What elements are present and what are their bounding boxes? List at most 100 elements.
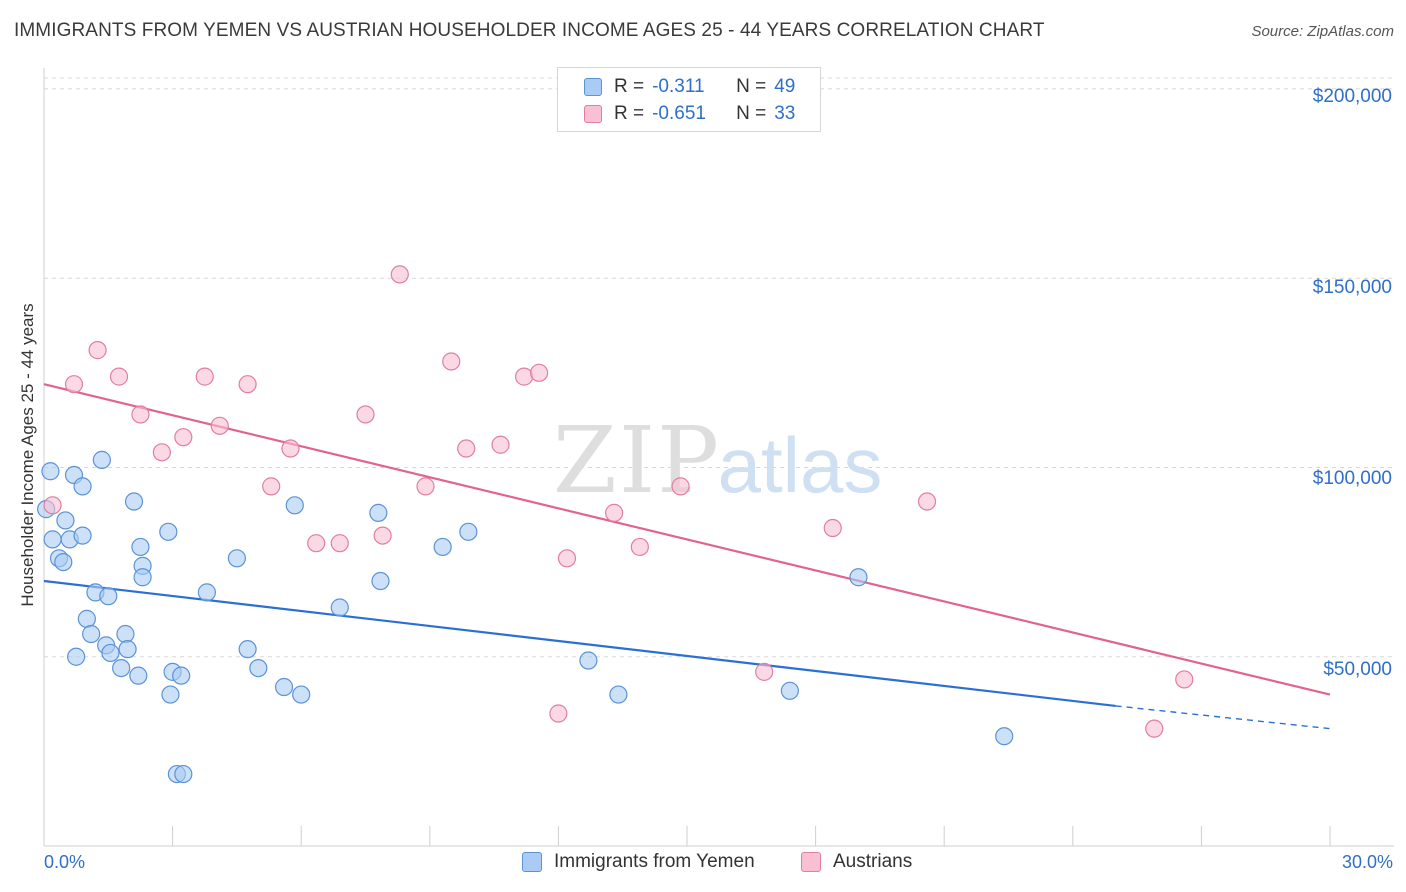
y-tick-label: $50,000 xyxy=(1323,659,1392,680)
point-austrians xyxy=(131,405,150,424)
axes xyxy=(43,68,1394,847)
point-austrians xyxy=(671,477,690,496)
series-legend-yemen: Immigrants from Yemen xyxy=(522,851,755,873)
point-austrians xyxy=(210,416,229,435)
point-yemen xyxy=(131,537,150,557)
point-yemen xyxy=(112,658,131,678)
point-yemen xyxy=(159,522,178,541)
stats-legend: R = -0.311 N = 49 R = -0.651 N = 33 xyxy=(557,67,821,132)
point-yemen xyxy=(82,624,101,644)
point-yemen xyxy=(99,587,118,606)
point-yemen xyxy=(118,640,137,659)
point-yemen xyxy=(73,526,92,545)
legend-swatch-pink xyxy=(584,105,602,123)
point-austrians xyxy=(373,526,392,545)
trend-line-austrians xyxy=(43,383,1331,696)
point-yemen xyxy=(609,685,628,704)
point-yemen xyxy=(227,549,246,568)
watermark: ZIP atlas xyxy=(553,407,882,514)
legend-r-value: -0.651 xyxy=(652,103,706,124)
point-yemen xyxy=(849,568,868,587)
point-yemen xyxy=(77,609,96,628)
point-yemen xyxy=(124,492,144,511)
point-yemen xyxy=(73,477,92,496)
point-austrians xyxy=(88,341,107,360)
legend-n-label: N = xyxy=(736,76,767,97)
point-austrians xyxy=(549,704,568,723)
chart-title: IMMIGRANTS FROM YEMEN VS AUSTRIAN HOUSEH… xyxy=(14,20,1045,41)
point-yemen xyxy=(174,764,193,784)
series-label-austrians: Austrians xyxy=(833,851,913,872)
point-austrians xyxy=(152,443,171,462)
point-yemen xyxy=(116,624,135,644)
y-tick-label: $200,000 xyxy=(1312,86,1392,107)
point-austrians xyxy=(442,352,461,371)
point-austrians xyxy=(307,534,326,553)
point-yemen xyxy=(197,583,216,602)
series-legend: Immigrants from Yemen Austrians xyxy=(0,851,1406,877)
point-austrians xyxy=(917,492,937,511)
point-austrians xyxy=(356,405,375,424)
point-yemen xyxy=(129,666,148,685)
point-yemen xyxy=(67,647,86,666)
point-austrians xyxy=(262,477,281,496)
watermark-atlas: atlas xyxy=(718,421,883,509)
data-points xyxy=(37,265,1194,784)
trend-lines xyxy=(43,383,1331,730)
point-austrians xyxy=(515,367,534,386)
watermark-zip: ZIP xyxy=(553,407,721,514)
point-yemen xyxy=(274,677,294,697)
series-label-yemen: Immigrants from Yemen xyxy=(554,851,755,872)
x-tick-label-min: 0.0% xyxy=(44,852,86,872)
point-yemen xyxy=(995,727,1014,746)
point-yemen xyxy=(133,568,152,587)
point-austrians xyxy=(605,503,624,522)
y-axis-label: Householder Income Ages 25 - 44 years xyxy=(18,303,37,607)
legend-r-label: R = xyxy=(614,103,645,124)
point-austrians xyxy=(557,549,577,568)
point-yemen xyxy=(459,522,478,541)
point-yemen xyxy=(249,658,268,678)
point-yemen xyxy=(172,666,191,685)
point-austrians xyxy=(64,375,84,394)
point-yemen xyxy=(579,651,598,670)
legend-n-value: 33 xyxy=(774,103,796,124)
y-tick-label: $100,000 xyxy=(1312,468,1392,489)
point-austrians xyxy=(530,363,549,382)
point-austrians xyxy=(416,477,435,496)
point-yemen xyxy=(330,598,349,617)
point-yemen xyxy=(292,685,311,704)
y-tick-label: $150,000 xyxy=(1312,277,1392,298)
point-austrians xyxy=(43,496,62,515)
chart-source: Source: ZipAtlas.com xyxy=(1251,23,1394,40)
point-yemen xyxy=(41,462,60,481)
point-austrians xyxy=(390,265,409,284)
point-yemen xyxy=(101,643,120,663)
point-austrians xyxy=(1145,719,1164,738)
point-austrians xyxy=(491,435,510,454)
point-austrians xyxy=(238,375,257,394)
gridlines xyxy=(44,77,1394,658)
series-swatch-blue xyxy=(522,852,542,872)
legend-row-austrians: R = -0.651 N = 33 xyxy=(584,102,795,126)
point-austrians xyxy=(755,662,774,681)
point-austrians xyxy=(630,537,649,557)
point-austrians xyxy=(457,439,476,458)
point-austrians xyxy=(174,428,193,447)
point-yemen xyxy=(56,511,75,530)
point-yemen xyxy=(43,530,62,549)
point-yemen xyxy=(161,685,180,704)
series-legend-austrians: Austrians xyxy=(801,851,912,873)
point-austrians xyxy=(281,439,300,458)
point-austrians xyxy=(195,367,214,386)
x-tick-label-max: 30.0% xyxy=(1341,852,1393,872)
trend-line-yemen xyxy=(43,579,1116,708)
point-yemen xyxy=(369,503,388,522)
point-austrians xyxy=(330,534,349,553)
legend-row-yemen: R = -0.311 N = 49 xyxy=(584,75,795,99)
legend-r-label: R = xyxy=(614,76,645,97)
point-austrians xyxy=(823,518,842,538)
point-yemen xyxy=(54,552,73,572)
point-austrians xyxy=(1175,670,1194,689)
